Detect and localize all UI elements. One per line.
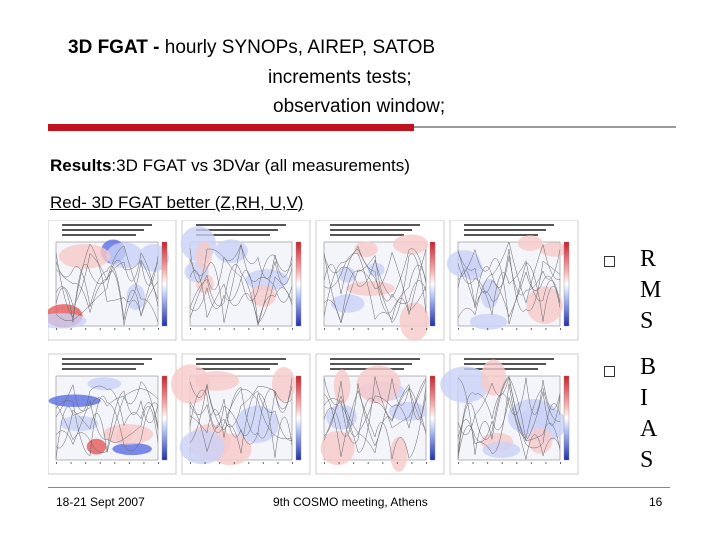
plot-panels: [48, 220, 579, 475]
plot-panel: [315, 220, 445, 341]
title-rule: [414, 126, 676, 128]
footer-page-number: 16: [649, 495, 663, 509]
plot-panel: [440, 353, 579, 475]
footer-event: 9th COSMO meeting, Athens: [273, 495, 428, 509]
plot-panel: [446, 220, 579, 341]
plot-panel: [171, 353, 311, 475]
verification-plots-grid: [48, 220, 579, 475]
footer-date: 18-21 Sept 2007: [56, 495, 145, 509]
title-rule-accent: [48, 124, 414, 131]
bias-label: B I A S: [640, 354, 658, 473]
plot-panel: [48, 353, 177, 475]
bullet-rms-icon: [604, 256, 615, 267]
rms-label: R M S: [640, 246, 662, 334]
title-line-2: increments tests;: [268, 67, 412, 88]
plot-panel: [315, 353, 445, 475]
title-line-1: 3D FGAT - hourly SYNOPs, AIREP, SATOB: [68, 37, 436, 58]
plot-panel: [180, 220, 311, 341]
footer-rule: [48, 487, 670, 488]
plot-panel: [48, 220, 177, 341]
title-line-3: observation window;: [273, 96, 446, 117]
red-legend-line: Red- 3D FGAT better (Z,RH, U,V): [50, 193, 304, 212]
bullet-bias-icon: [604, 366, 615, 377]
results-heading: Results:3D FGAT vs 3DVar (all measuremen…: [50, 156, 410, 175]
